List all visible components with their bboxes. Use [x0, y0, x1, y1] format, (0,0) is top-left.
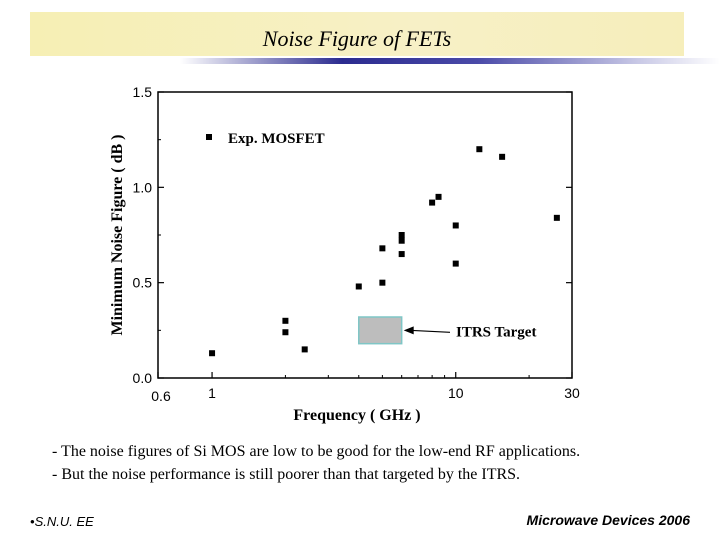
- data-point: [553, 214, 560, 221]
- legend-label: Exp. MOSFET: [228, 131, 325, 147]
- data-point: [452, 260, 459, 267]
- itrs-arrow-head: [403, 326, 414, 335]
- data-point: [282, 317, 289, 324]
- footer-institution: •S.N.U. EE: [30, 514, 94, 529]
- y-tick-label: 0.5: [133, 275, 153, 291]
- itrs-target-region: [358, 316, 403, 345]
- data-point: [499, 153, 506, 160]
- slide-title: Noise Figure of FETs: [262, 26, 452, 51]
- bullet-item: - The noise figures of Si MOS are low to…: [52, 443, 581, 460]
- y-tick-label: 0.0: [133, 370, 153, 386]
- data-point: [355, 283, 362, 290]
- noise-figure-chart: 0.0 0.5 1.0 1.5 0.6 1 10 30 Frequency ( GHz ) Min…: [109, 84, 580, 424]
- legend-marker: [206, 134, 212, 140]
- footer-course: Microwave Devices 2006: [526, 512, 690, 528]
- data-point: [282, 329, 289, 336]
- y-tick-label: 1.5: [133, 84, 153, 100]
- y-tick-label: 1.0: [133, 179, 153, 195]
- data-point: [301, 346, 308, 353]
- data-point: [398, 251, 405, 258]
- x-tick-label: 0.6: [151, 388, 171, 404]
- data-point: [398, 237, 405, 244]
- data-point: [209, 350, 216, 357]
- title-rule: [180, 58, 720, 64]
- data-point: [452, 222, 459, 229]
- y-axis-label: Minimum Noise Figure ( dB ): [109, 134, 126, 335]
- x-axis-label: Frequency ( GHz ): [293, 407, 420, 424]
- x-tick-label: 30: [564, 385, 580, 401]
- data-point: [379, 245, 386, 252]
- bullet-list: - The noise figures of Si MOS are low to…: [52, 440, 712, 486]
- data-point: [398, 232, 405, 238]
- itrs-target-label: ITRS Target: [456, 324, 536, 340]
- bullet-item: - But the noise performance is still poo…: [52, 466, 521, 483]
- data-point: [379, 279, 386, 286]
- data-point: [429, 199, 436, 206]
- title-bar: Noise Figure of FETs: [30, 12, 684, 56]
- data-point: [435, 193, 442, 200]
- data-point: [476, 146, 483, 153]
- x-tick-label: 10: [448, 385, 464, 401]
- itrs-arrow-line: [409, 329, 451, 333]
- x-tick-label: 1: [208, 385, 216, 401]
